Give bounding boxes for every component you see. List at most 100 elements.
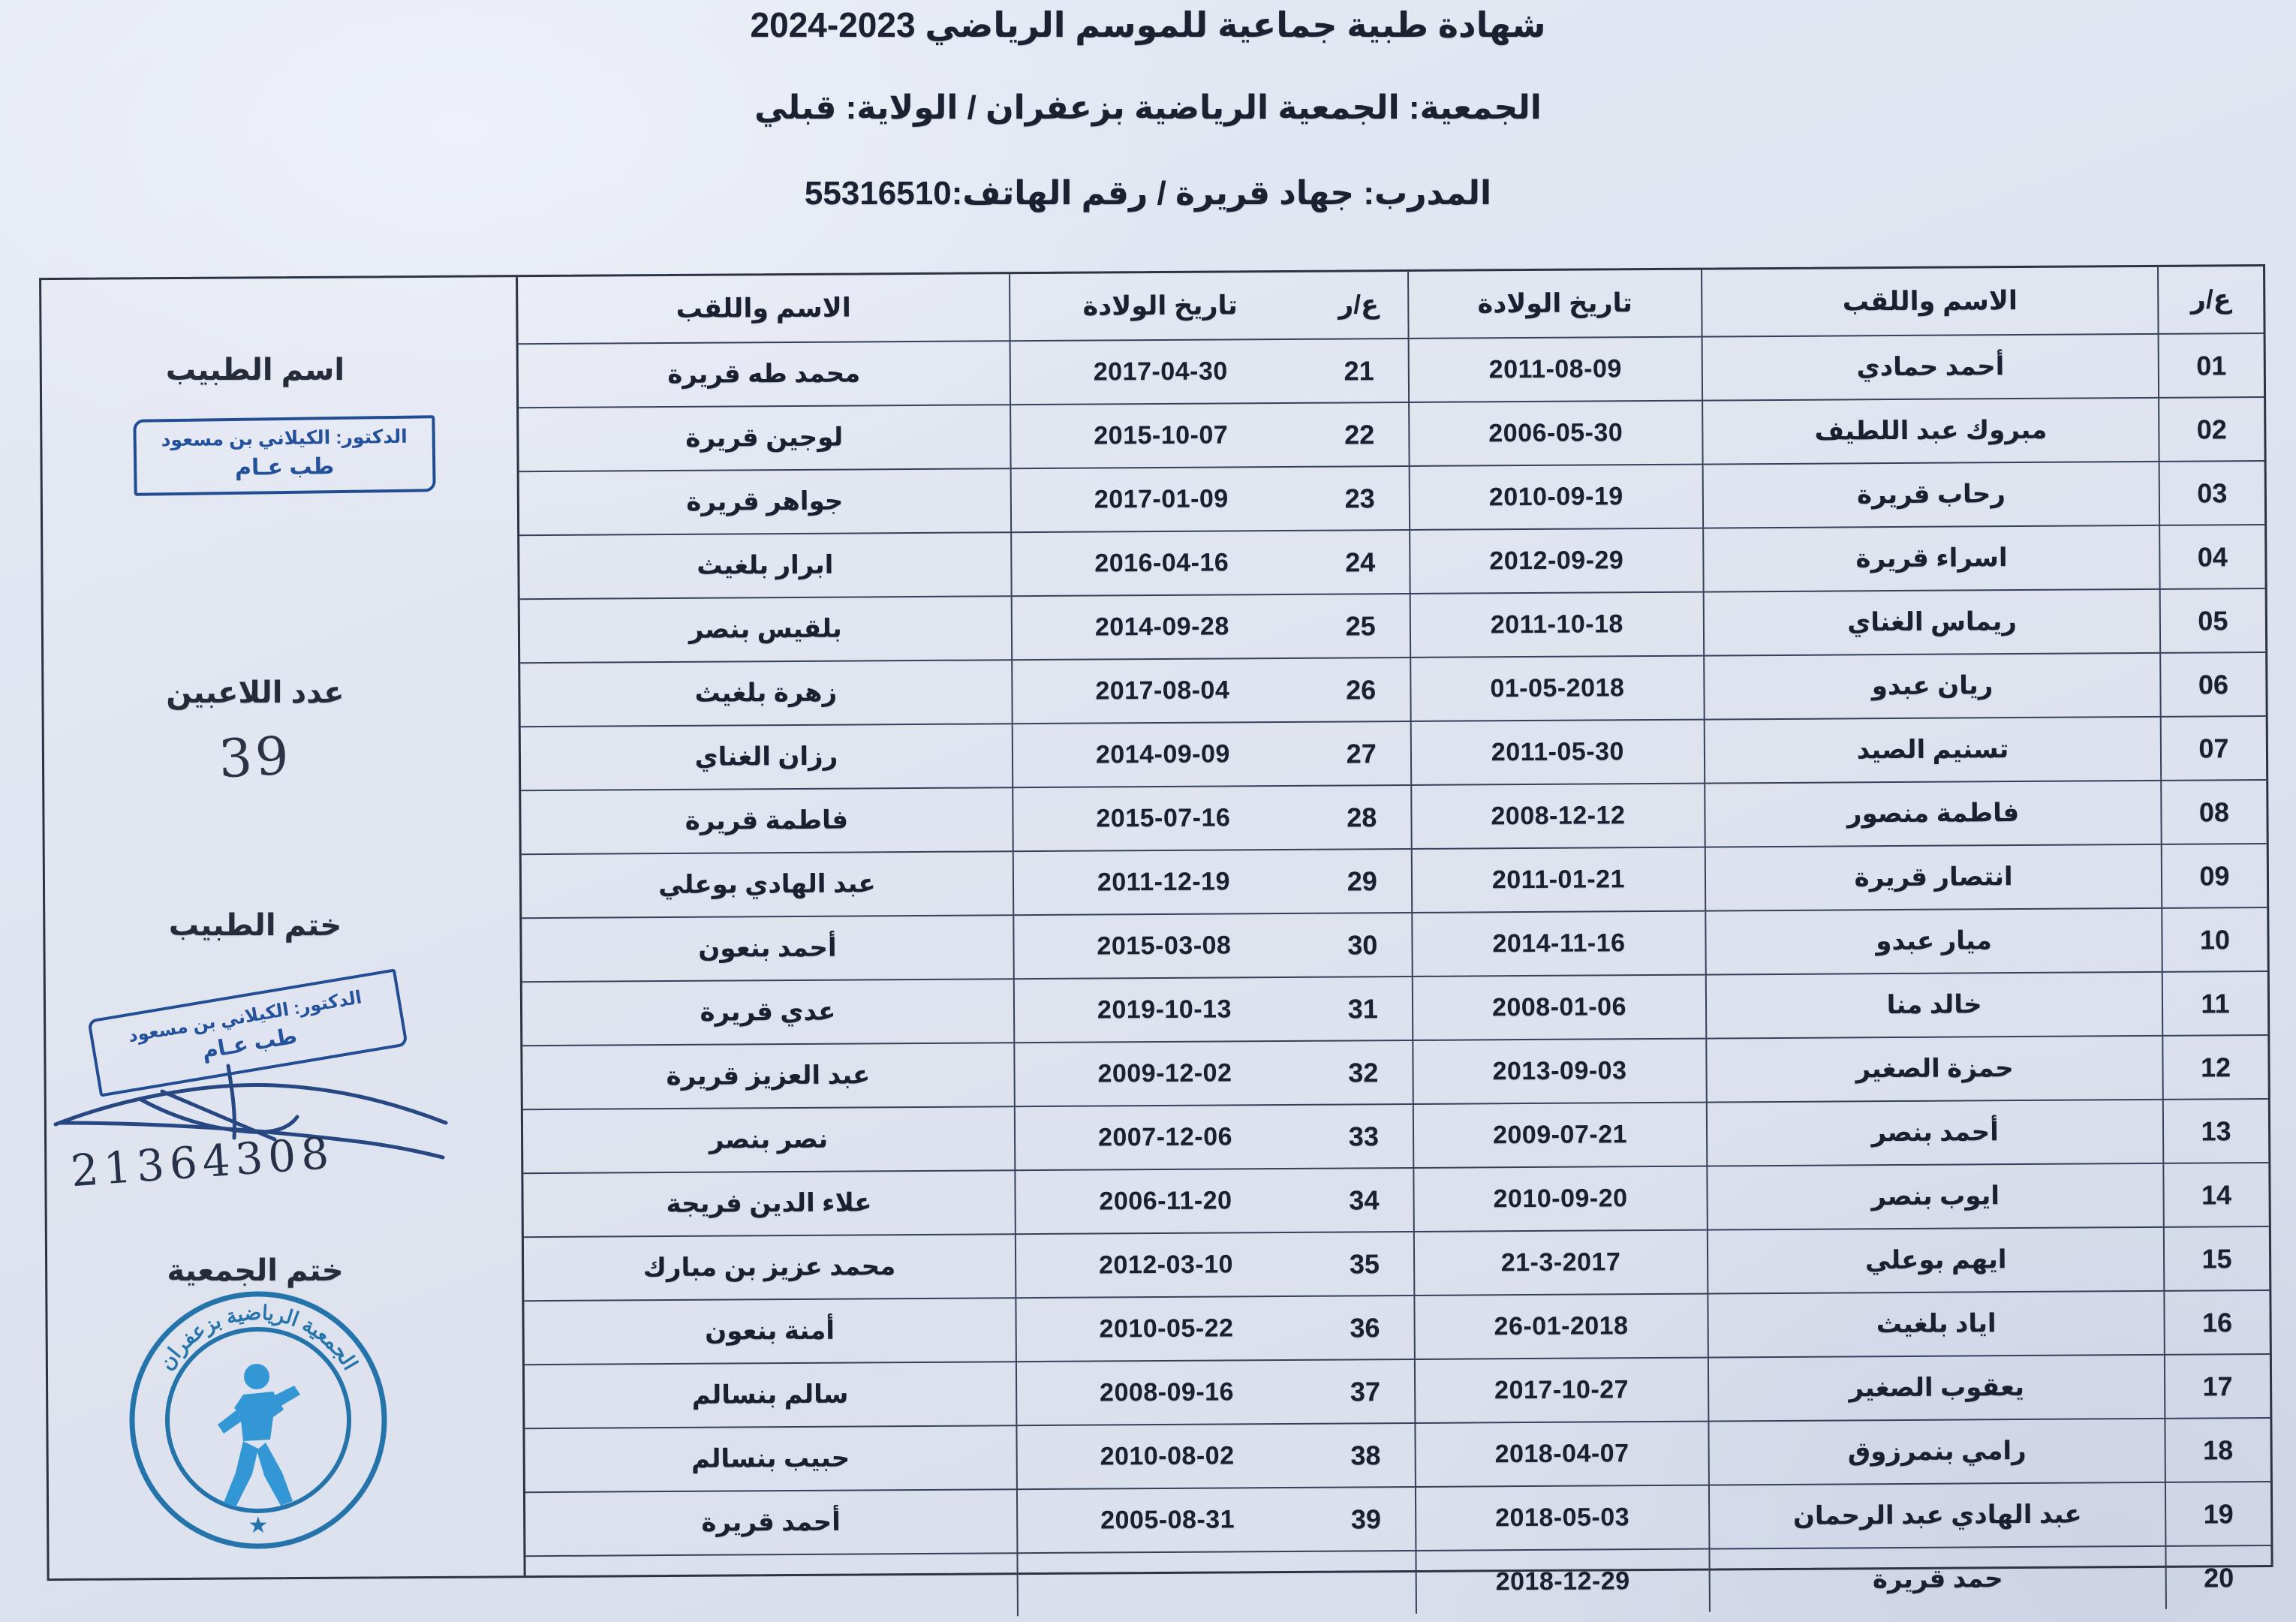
cell-dob-right: 01-05-2018 [1410, 655, 1705, 721]
col-header-dob-left: تاريخ الولادة [1009, 272, 1310, 342]
cell-name-right: ريان عبدو [1704, 652, 2161, 720]
cell-dob-right: 2011-01-21 [1411, 847, 1706, 913]
cell-name-left: أحمد بنعون [522, 915, 1014, 983]
cell-dob-right: 26-01-2018 [1413, 1293, 1709, 1359]
cell-number-right: 20 [2165, 1545, 2271, 1609]
table-row: 2011-12-19 عبد الهادي بوعلي [521, 849, 1314, 919]
karate-figure-icon [218, 1364, 300, 1507]
cell-number-right: 05 [2159, 588, 2266, 653]
cell-number-right: 03 [2159, 461, 2265, 525]
cell-number-right: 18 [2165, 1417, 2270, 1482]
cell-name-left: نصر بنصر [522, 1106, 1016, 1174]
cell-number-left: 29 [1313, 848, 1412, 913]
table-row: 11 خالد منا 2008-01-06 31 [1314, 971, 2268, 1041]
table-row: 2014-09-28 بلقيس بنصر [519, 594, 1313, 664]
doctor-signature-area: الدكتور: الكيلاني بن مسعود طب عـام 21364… [45, 958, 465, 1228]
cell-dob-left: 2010-08-02 [1016, 1423, 1317, 1490]
cell-name-left: ابرار بلغيث [519, 532, 1012, 600]
players-table-left: تاريخ الولادة الاسم واللقب 2017-04-30 محم… [518, 272, 1318, 1620]
cell-name-right: ايوب بنصر [1707, 1163, 2164, 1230]
table-row: 2015-03-08 أحمد بنعون [522, 913, 1314, 983]
cell-dob-right: 2018-05-03 [1415, 1485, 1710, 1551]
col-header-dob-right: تاريخ الولادة [1407, 269, 1702, 339]
players-count-label: عدد اللاعبين [166, 676, 345, 709]
cell-name-left: عبد العزيز قريرة [522, 1043, 1015, 1110]
cell-name-right: خالد منا [1706, 971, 2163, 1039]
cell-number-left: 33 [1314, 1103, 1413, 1169]
cell-dob-right: 2014-11-16 [1411, 910, 1707, 977]
col-header-number-left: ع/ر [1310, 271, 1409, 339]
table-row: 16 اياد بلغيث 26-01-2018 36 [1316, 1289, 2270, 1360]
cell-name-left: بلقيس بنصر [519, 596, 1013, 664]
cell-name-left: علاء الدين فريجة [523, 1170, 1016, 1238]
cell-dob-left [1017, 1551, 1318, 1617]
cell-number-right: 08 [2161, 780, 2267, 844]
cell-number-right: 12 [2162, 1034, 2268, 1100]
cell-number-left: 31 [1314, 976, 1413, 1041]
cell-dob-right: 2006-05-30 [1408, 400, 1703, 466]
page-title: شهادة طبية جماعية للموسم الرياضي 2023-20… [750, 5, 1546, 44]
cell-dob-right: 2008-12-12 [1410, 783, 1705, 849]
cell-number-right: 09 [2161, 844, 2267, 908]
association-stamp-label: ختم الجمعية [167, 1254, 344, 1287]
table-row: 20 حمد قريرة 2018-12-29 [1317, 1545, 2271, 1614]
cell-number-left: 35 [1315, 1231, 1414, 1296]
cell-dob-left: 2008-09-16 [1016, 1359, 1317, 1426]
cell-number-right: 15 [2163, 1226, 2270, 1291]
cell-name-left [525, 1553, 1018, 1620]
cell-dob-right: 2013-09-03 [1412, 1038, 1708, 1104]
cell-number-left: 39 [1317, 1486, 1416, 1551]
association-round-seal: الجمعية الرياضية بزعفران ★ [129, 1291, 387, 1549]
cell-name-left: رزان الغناي [520, 724, 1013, 791]
table-row: 2006-11-20 علاء الدين فريجة [523, 1168, 1316, 1238]
cell-dob-left: 2006-11-20 [1015, 1168, 1316, 1235]
cell-number-left: 36 [1316, 1295, 1415, 1360]
table-row: 2005-08-31 أحمد قريرة [525, 1487, 1318, 1557]
cell-name-left: سالم بنسالم [524, 1362, 1017, 1429]
cell-name-left: عبد الهادي بوعلي [521, 851, 1014, 919]
cell-dob-left: 2010-05-22 [1016, 1295, 1317, 1362]
cell-name-right: رامي بنمرزوق [1708, 1418, 2165, 1485]
table-row: 03 رحاب قريرة 2010-09-19 23 [1310, 461, 2265, 531]
cell-name-left: أحمد قريرة [525, 1489, 1018, 1557]
cell-dob-left: 2015-10-07 [1010, 402, 1311, 469]
coach-line: المدرب: جهاد قريرة / رقم الهاتف:55316510 [804, 175, 1492, 212]
cell-name-right: أحمد حمادي [1702, 333, 2159, 401]
table-row: 15 ايهم بوعلي 21-3-2017 35 [1315, 1226, 2270, 1296]
cell-dob-left: 2012-03-10 [1015, 1232, 1317, 1299]
cell-name-left: جواهر قريرة [519, 468, 1011, 536]
table-row: 2015-07-16 فاطمة قريرة [521, 785, 1314, 855]
cell-name-left: لوجين قريرة [519, 405, 1011, 472]
cell-number-left: 25 [1311, 593, 1410, 658]
cell-name-right: أحمد بنصر [1707, 1099, 2164, 1166]
cell-number-left: 38 [1317, 1422, 1416, 1488]
cell-dob-right: 2012-09-29 [1409, 528, 1704, 594]
table-row: 06 ريان عبدو 01-05-2018 26 [1312, 652, 2266, 722]
cell-number-right: 07 [2160, 716, 2267, 781]
table-header-row-left: تاريخ الولادة الاسم واللقب [518, 272, 1310, 345]
table-row: 10 ميار عبدو 2014-11-16 30 [1314, 907, 2267, 977]
table-row: 01 أحمد حمادي 2011-08-09 21 [1310, 333, 2264, 403]
cell-number-left: 37 [1316, 1359, 1416, 1424]
table-row: 18 رامي بنمرزوق 2018-04-07 38 [1317, 1417, 2270, 1488]
cell-name-left: محمد عزيز بن مبارك [523, 1234, 1016, 1302]
players-table-right: ع/ر الاسم واللقب تاريخ الولادة ع/ر 01 أحم… [1310, 266, 2271, 1614]
cell-dob-left: 2019-10-13 [1013, 977, 1315, 1043]
cell-name-left: زهرة بلغيث [520, 660, 1013, 727]
cell-number-right: 17 [2164, 1353, 2270, 1419]
cell-name-right: ميار عبدو [1705, 907, 2162, 975]
cell-name-right: مبروك عبد اللطيف [1702, 397, 2159, 465]
cell-dob-left: 2017-08-04 [1012, 658, 1313, 724]
cell-dob-right: 2018-12-29 [1416, 1548, 1711, 1614]
cell-dob-right: 2011-10-18 [1410, 591, 1705, 658]
cell-name-left: محمد طه قريرة [518, 341, 1010, 408]
cell-dob-right: 2009-07-21 [1413, 1102, 1708, 1168]
doctor-name-label: اسم الطبيب [165, 354, 345, 387]
cell-dob-left: 2015-03-08 [1013, 913, 1314, 980]
cell-number-left: 34 [1315, 1167, 1414, 1232]
cell-number-right: 14 [2163, 1162, 2269, 1227]
table-row: 19 عبد الهادي عبد الرحمان 2018-05-03 39 [1317, 1481, 2271, 1551]
cell-number-right: 11 [2162, 971, 2268, 1036]
table-row: 2007-12-06 نصر بنصر [522, 1104, 1316, 1174]
